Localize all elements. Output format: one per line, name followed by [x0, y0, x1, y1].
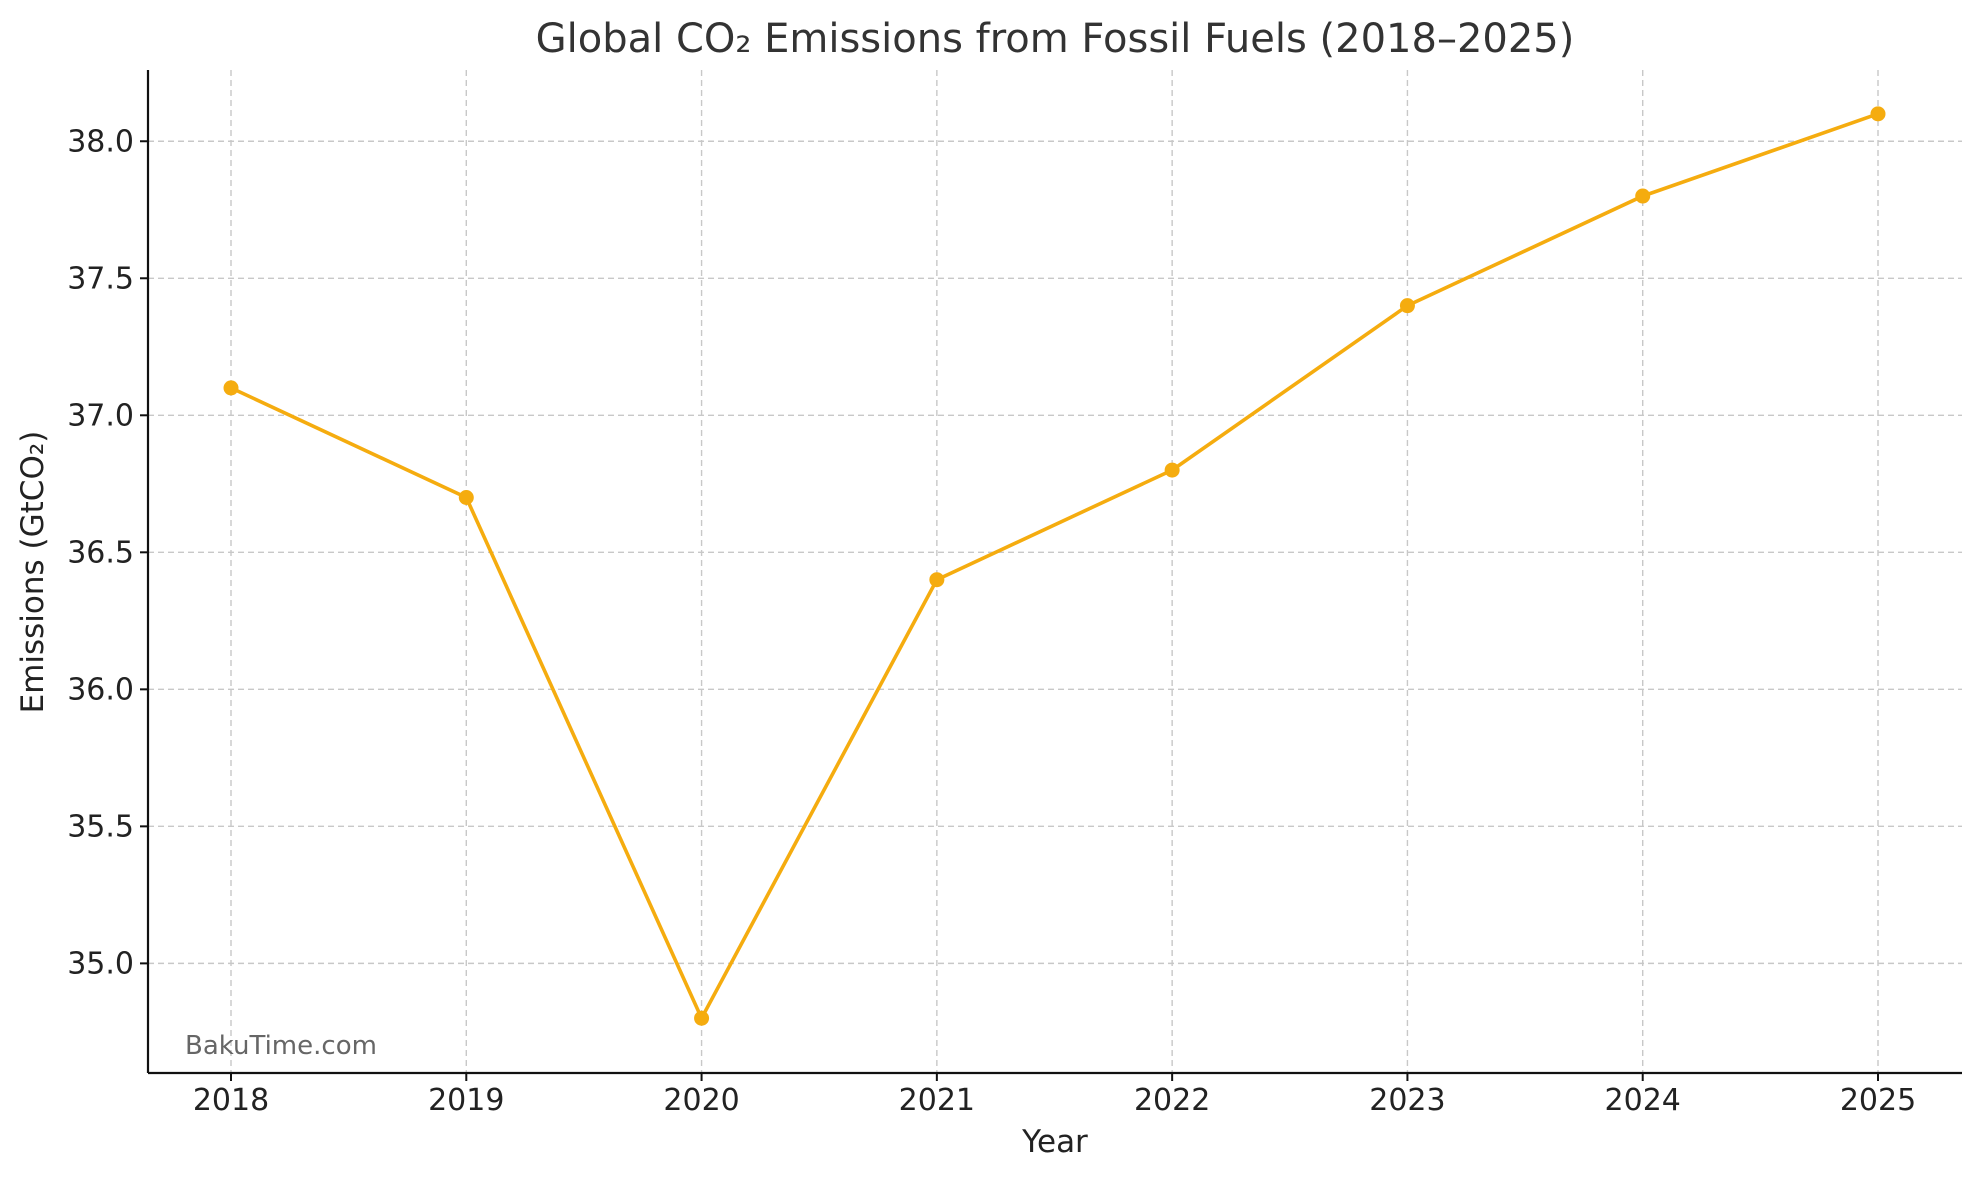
x-tick-label: 2023	[1369, 1083, 1445, 1118]
series-line	[229, 112, 1880, 1020]
data-point	[1635, 188, 1651, 204]
data-points	[223, 106, 1886, 1026]
chart-title: Global CO₂ Emissions from Fossil Fuels (…	[536, 16, 1575, 62]
watermark: BakuTime.com	[185, 1031, 377, 1061]
x-tick-label: 2024	[1605, 1083, 1681, 1118]
x-tick-label: 2020	[663, 1083, 739, 1118]
data-point	[929, 572, 945, 588]
data-point	[1870, 106, 1886, 122]
y-tick-label: 37.0	[67, 398, 134, 433]
grid-lines	[148, 70, 1962, 1073]
tick-labels: 2018 2019 2020 2021 2022 2023 2024 2025 35.0 35.5…	[67, 124, 1916, 1118]
y-tick-label: 36.5	[67, 535, 134, 570]
data-point	[458, 490, 474, 506]
data-point	[694, 1010, 710, 1026]
x-tick-label: 2018	[193, 1083, 269, 1118]
x-tick-label: 2021	[899, 1083, 975, 1118]
y-tick-label: 36.0	[67, 672, 134, 707]
y-tick-label: 38.0	[67, 124, 134, 159]
y-tick-label: 35.0	[67, 946, 134, 981]
x-axis-label: Year	[1021, 1124, 1088, 1160]
x-tick-label: 2022	[1134, 1083, 1210, 1118]
data-point	[1399, 298, 1415, 314]
x-tick-label: 2019	[428, 1083, 504, 1118]
y-tick-label: 35.5	[67, 809, 134, 844]
y-tick-label: 37.5	[67, 261, 134, 296]
data-point	[223, 380, 239, 396]
y-axis-label: Emissions (GtCO₂)	[15, 431, 51, 714]
data-point	[1164, 462, 1180, 478]
axes	[140, 70, 1962, 1081]
x-tick-label: 2025	[1840, 1083, 1916, 1118]
